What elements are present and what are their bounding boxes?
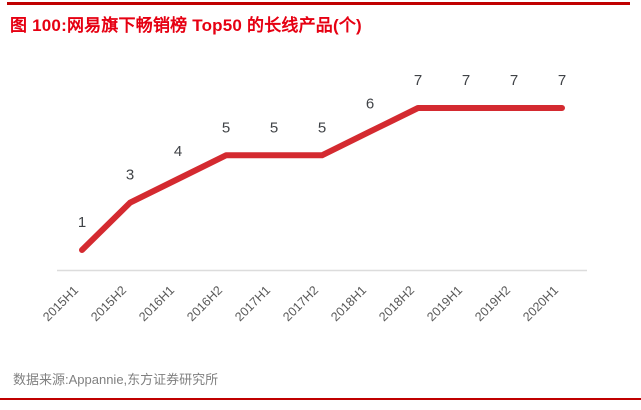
figure-title: 图 100:网易旗下畅销榜 Top50 的长线产品(个) — [10, 16, 362, 35]
data-label: 6 — [366, 96, 374, 113]
data-label: 5 — [222, 119, 230, 136]
data-label: 1 — [78, 214, 86, 231]
x-axis-label: 2018H1 — [328, 283, 369, 324]
series-line — [79, 105, 565, 253]
x-axis-label: 2015H1 — [40, 283, 81, 324]
data-label: 3 — [126, 167, 134, 184]
x-axis-label: 2017H1 — [232, 283, 273, 324]
data-label: 5 — [318, 119, 326, 136]
x-axis-label: 2020H1 — [520, 283, 561, 324]
x-axis-label: 2016H1 — [136, 283, 177, 324]
data-label: 7 — [510, 72, 518, 89]
x-axis-label: 2017H2 — [280, 283, 321, 324]
top-border-rule — [7, 2, 630, 5]
data-label: 4 — [174, 143, 182, 160]
data-label: 5 — [270, 119, 278, 136]
x-axis-label: 2019H2 — [472, 283, 513, 324]
data-label: 7 — [558, 72, 566, 89]
x-axis-label: 2015H2 — [88, 283, 129, 324]
source-note: 数据来源:Appannie,东方证券研究所 — [13, 372, 219, 387]
data-label: 7 — [462, 72, 470, 89]
x-axis-label: 2019H1 — [424, 283, 465, 324]
x-axis-label: 2016H2 — [184, 283, 225, 324]
x-axis-label: 2018H2 — [376, 283, 417, 324]
data-label: 7 — [414, 72, 422, 89]
bottom-border-rule — [0, 398, 641, 400]
